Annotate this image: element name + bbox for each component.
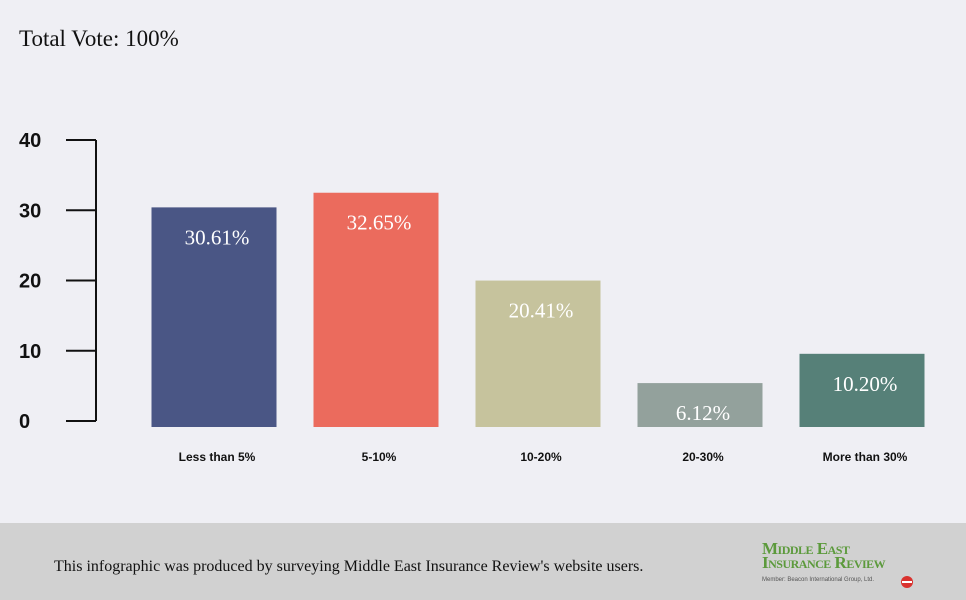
bar-chart: 0 10 20 30 40 30.61% Less than 5% 32.65% 5-10% 20… xyxy=(19,130,925,464)
footer: This infographic was produced by surveyi… xyxy=(0,523,966,600)
bar-value-label-4: 10.20% xyxy=(833,372,898,396)
logo-subtitle: Member: Beacon International Group, Ltd. xyxy=(762,577,875,583)
bar-4 xyxy=(799,353,925,427)
x-tick-label-4: More than 30% xyxy=(823,450,908,464)
bar-2 xyxy=(475,280,601,427)
bar-1 xyxy=(313,192,439,427)
y-tick-label-30: 30 xyxy=(19,200,41,222)
y-tick-label-40: 40 xyxy=(19,130,41,152)
x-tick-label-1: 5-10% xyxy=(362,450,397,464)
logo-line-2: Insurance Review xyxy=(762,553,886,572)
x-tick-label-0: Less than 5% xyxy=(179,450,256,464)
y-tick-label-10: 10 xyxy=(19,341,41,363)
footer-note: This infographic was produced by surveyi… xyxy=(54,558,644,575)
logo-line-1: Middle East xyxy=(762,539,850,558)
bar-3 xyxy=(637,383,763,427)
chart-title: Total Vote: 100% xyxy=(19,26,179,51)
publisher-logo: Middle East Insurance Review Member: Bea… xyxy=(762,539,922,591)
x-tick-label-3: 20-30% xyxy=(682,450,724,464)
beacon-logo-icon xyxy=(901,576,913,588)
bar-value-label-1: 32.65% xyxy=(347,211,412,235)
y-tick-label-0: 0 xyxy=(19,411,30,433)
bar-0 xyxy=(151,207,277,427)
bar-value-label-0: 30.61% xyxy=(185,225,250,249)
bar-value-label-3: 6.12% xyxy=(676,401,730,425)
y-tick-label-20: 20 xyxy=(19,271,41,293)
bar-value-label-2: 20.41% xyxy=(509,299,574,323)
x-tick-label-2: 10-20% xyxy=(520,450,562,464)
